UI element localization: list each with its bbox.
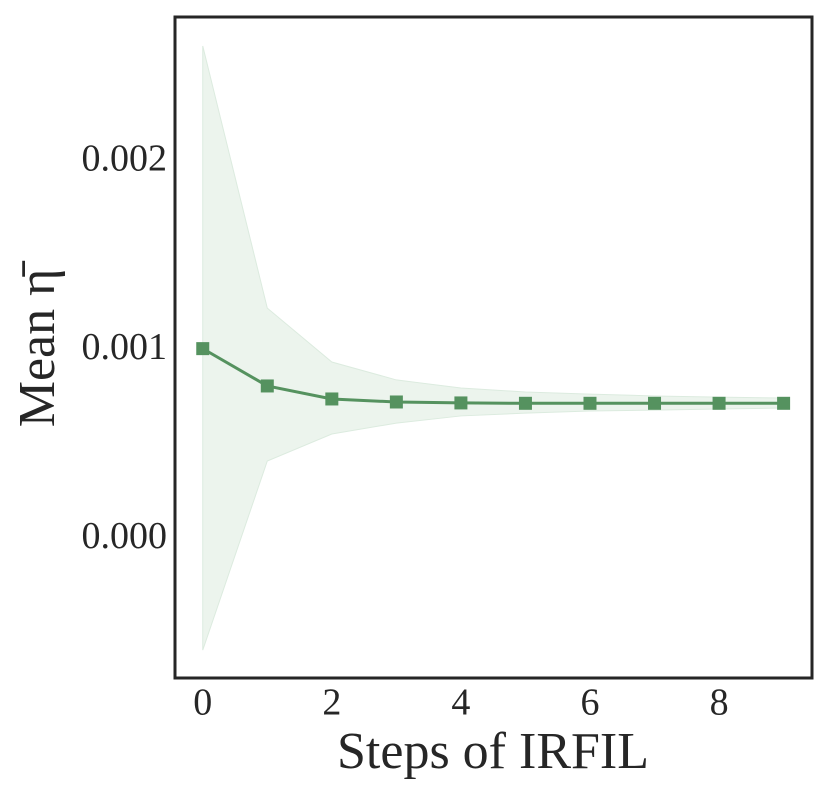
line: [202, 347, 784, 405]
y-tick-label: 0.002: [82, 138, 168, 180]
x-tick-label: 4: [451, 682, 470, 724]
marker: [260, 379, 274, 393]
x-tick-label: 8: [710, 682, 729, 724]
marker: [454, 396, 468, 410]
marker: [712, 396, 726, 410]
x-tick-label: 2: [322, 682, 341, 724]
y-axis-label: Mean η̄: [9, 261, 66, 428]
y-tick-label: 0.000: [82, 515, 168, 557]
plot-frame: [173, 15, 814, 680]
band: [202, 45, 785, 651]
y-tick-label: 0.001: [82, 326, 168, 368]
x-tick-label: 6: [580, 682, 599, 724]
marker: [196, 342, 210, 356]
marker: [389, 395, 403, 409]
marker: [648, 396, 662, 410]
x-axis-label: Steps of IRFIL: [337, 723, 649, 780]
marker: [518, 396, 532, 410]
marker: [583, 396, 597, 410]
marker: [325, 392, 339, 406]
marker: [777, 396, 791, 410]
x-tick-label: 0: [193, 682, 212, 724]
